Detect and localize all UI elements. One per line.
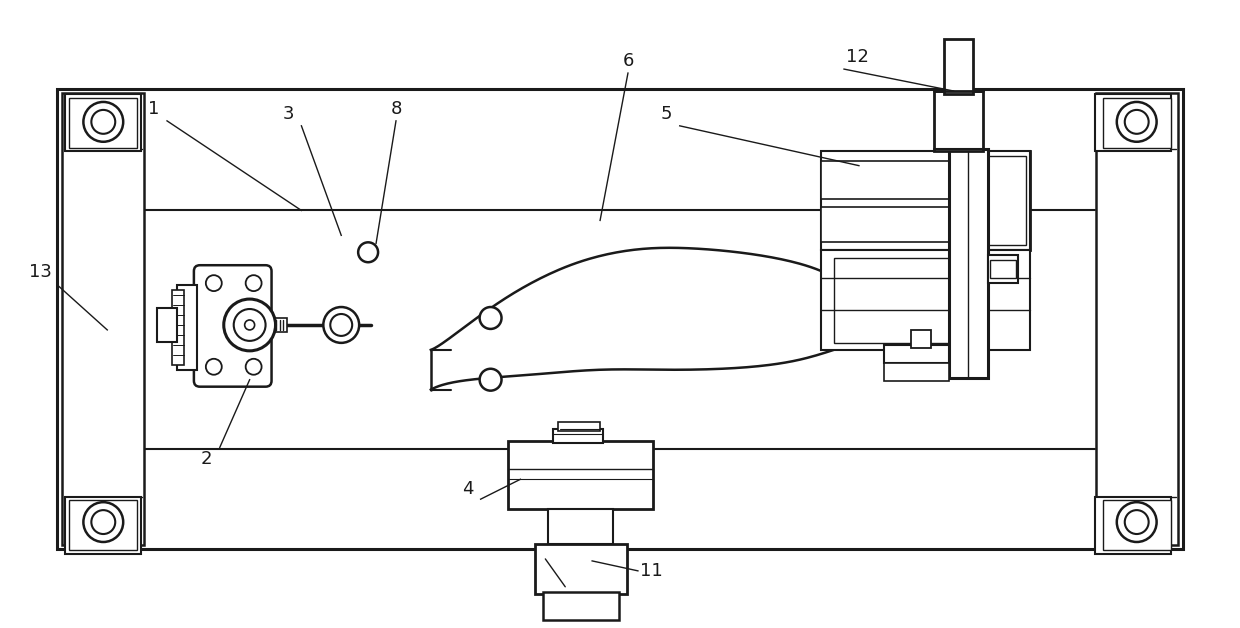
Bar <box>62 93 144 545</box>
Bar <box>269 318 288 332</box>
Circle shape <box>83 502 123 542</box>
Bar <box>66 497 141 554</box>
Bar <box>172 290 184 365</box>
Circle shape <box>480 369 501 391</box>
Text: 4: 4 <box>463 480 474 498</box>
Text: 1: 1 <box>149 100 160 118</box>
Bar <box>66 94 141 151</box>
Bar <box>1095 497 1171 554</box>
Text: 8: 8 <box>391 100 402 118</box>
Circle shape <box>246 275 262 291</box>
Text: 6: 6 <box>622 52 634 70</box>
Bar <box>835 258 963 343</box>
Circle shape <box>358 242 378 263</box>
Bar <box>991 260 1017 278</box>
Bar <box>884 345 949 363</box>
Text: 13: 13 <box>29 263 52 281</box>
Text: 3: 3 <box>283 105 294 123</box>
Bar <box>821 151 966 251</box>
Bar <box>508 441 652 509</box>
Circle shape <box>324 307 360 343</box>
Bar <box>966 151 1030 251</box>
Circle shape <box>244 320 254 330</box>
Circle shape <box>246 359 262 375</box>
Bar <box>1102 500 1171 550</box>
Circle shape <box>92 510 115 534</box>
Bar <box>944 39 973 94</box>
Circle shape <box>233 309 265 341</box>
Text: 11: 11 <box>641 562 663 580</box>
Text: 2: 2 <box>201 450 212 468</box>
Circle shape <box>223 299 275 351</box>
Circle shape <box>1125 510 1148 534</box>
Bar <box>821 151 1030 251</box>
FancyBboxPatch shape <box>193 265 272 387</box>
Bar <box>821 207 961 242</box>
Bar <box>910 330 930 348</box>
Bar <box>1095 94 1171 151</box>
Bar <box>988 255 1018 283</box>
Circle shape <box>83 102 123 142</box>
Bar <box>1102 98 1171 148</box>
Bar <box>884 363 949 381</box>
Bar <box>934 91 983 151</box>
Bar <box>57 89 1183 549</box>
Bar <box>157 308 177 342</box>
Bar <box>553 430 603 443</box>
Bar <box>177 285 197 370</box>
Text: 12: 12 <box>846 48 868 66</box>
Circle shape <box>1117 502 1157 542</box>
Bar <box>548 509 613 544</box>
Bar <box>821 251 1030 350</box>
Bar <box>69 500 138 550</box>
Circle shape <box>1125 110 1148 134</box>
Bar <box>1096 93 1178 545</box>
Bar <box>968 156 1027 246</box>
Circle shape <box>1117 102 1157 142</box>
Bar <box>949 149 988 377</box>
Bar <box>821 161 961 198</box>
Bar <box>543 592 619 620</box>
Circle shape <box>330 314 352 336</box>
Bar <box>536 544 627 593</box>
Bar <box>558 421 600 431</box>
Text: 5: 5 <box>661 105 672 123</box>
Circle shape <box>480 307 501 329</box>
Circle shape <box>92 110 115 134</box>
Circle shape <box>206 275 222 291</box>
Bar <box>69 98 138 148</box>
Circle shape <box>206 359 222 375</box>
